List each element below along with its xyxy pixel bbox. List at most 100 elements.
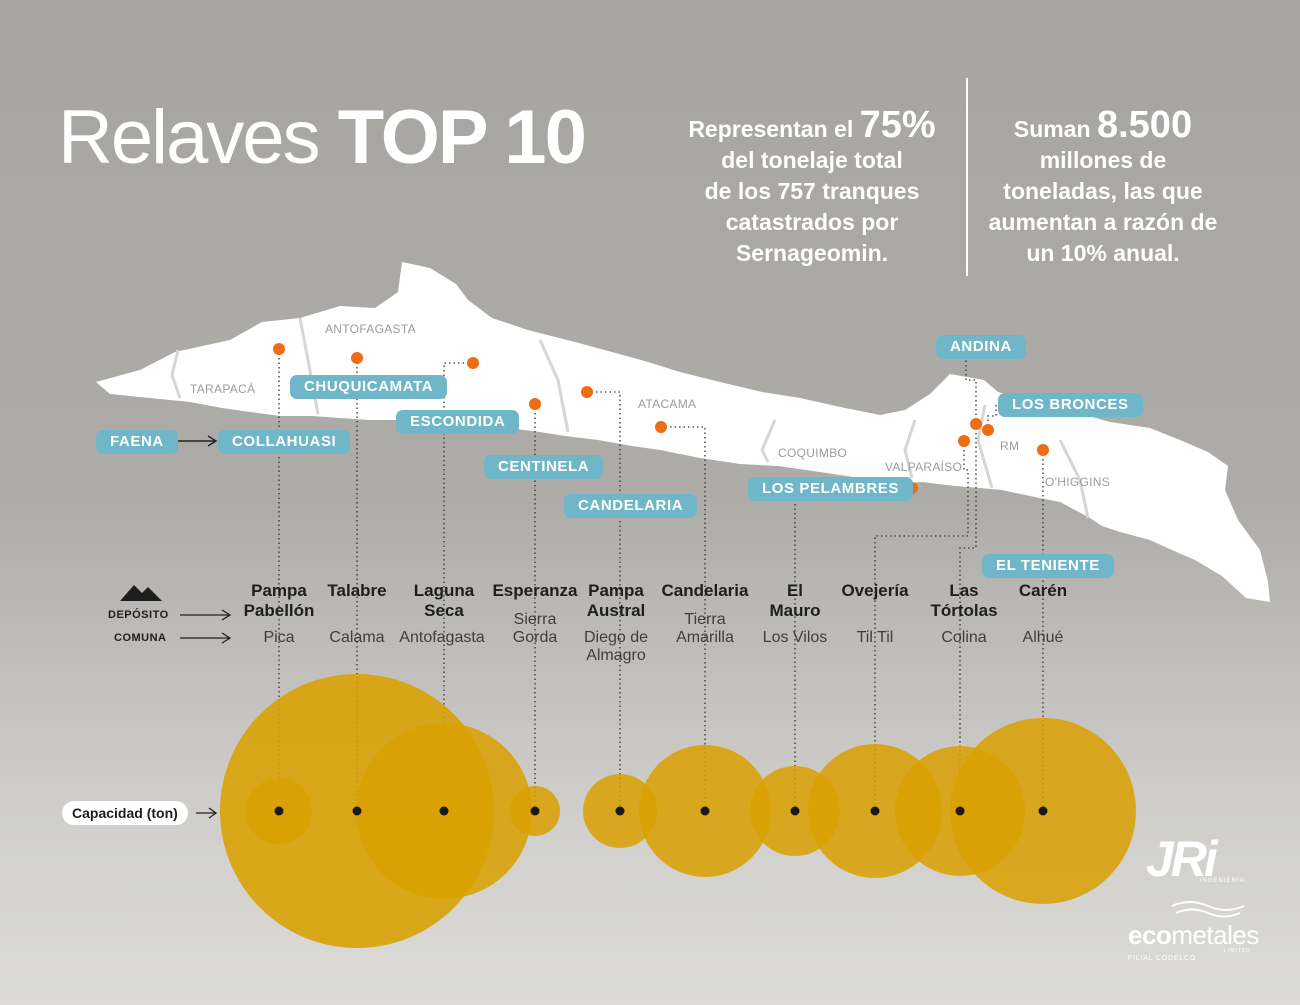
comuna-1-line-1: Pica	[263, 629, 295, 646]
dot-4	[530, 806, 540, 816]
comuna-6: Tierra Amarilla	[650, 611, 760, 647]
marker-talabre	[351, 352, 363, 364]
marker-el-teniente	[1037, 444, 1049, 456]
dot-6	[700, 806, 710, 816]
mine-label-faena: FAENA	[96, 430, 178, 454]
mine-markers	[273, 343, 1049, 494]
stat-right-line-4: aumentan a razón de	[988, 209, 1218, 235]
region-ohiggins: O'HIGGINS	[1045, 475, 1110, 489]
deposit-name-4-line-1: Esperanza	[492, 581, 578, 600]
dot-5	[615, 806, 625, 816]
deposit-name-2-line-1: Talabre	[327, 581, 387, 600]
region-coquimbo: COQUIMBO	[778, 446, 848, 460]
border-3	[538, 339, 570, 433]
ecometales-logo-footer: FILIAL CODELCO	[1128, 955, 1197, 962]
stat-left-line-1a: Representan el	[688, 116, 854, 142]
stat-right-highlight: 8.500	[1096, 104, 1193, 146]
marker-andina	[970, 418, 982, 430]
comuna-4: Sierra Gorda	[480, 611, 590, 647]
ecometales-wave-icon	[1171, 901, 1245, 918]
deposit-name-3-line-1: Laguna	[413, 581, 475, 600]
comuna-9: Colina	[909, 629, 1019, 647]
comuna-6-line-2: Amarilla	[676, 629, 734, 646]
border-1	[170, 349, 182, 399]
stat-left-line-5: Sernageomin.	[735, 240, 889, 266]
deposit-name-1-line-2: Pabellón	[243, 601, 315, 620]
comuna-8: Til Til	[820, 629, 930, 647]
mine-label-andina: ANDINA	[936, 335, 1026, 359]
deposit-name-7: El Mauro	[740, 581, 850, 621]
connector-6	[661, 426, 706, 811]
legend-capacidad: Capacidad (ton)	[62, 801, 188, 825]
region-rm: RM	[1000, 439, 1020, 453]
deposit-name-5-line-1: Pampa	[588, 581, 644, 600]
mine-label-escondida: ESCONDIDA	[396, 410, 520, 434]
region-antofagasta: ANTOFAGASTA	[325, 322, 416, 336]
deposit-name-7-line-2: Mauro	[769, 601, 821, 620]
connector-3	[443, 362, 473, 811]
deposit-name-10: Carén	[988, 581, 1098, 601]
border-7	[1058, 439, 1090, 519]
arrow-capacidad	[196, 807, 218, 819]
border-6	[976, 404, 994, 489]
marker-ovejeria	[958, 435, 970, 447]
dot-9	[955, 806, 965, 816]
stat-left-line-3: de los 757 tranques	[704, 178, 920, 204]
deposit-name-2: Talabre	[302, 581, 412, 601]
stat-right-line-2: millones de	[1039, 147, 1167, 173]
comuna-2: Calama	[302, 629, 412, 647]
comuna-4-line-2: Gorda	[512, 629, 558, 646]
connector-lines	[278, 349, 1044, 811]
capacity-center-dots	[274, 806, 1048, 816]
arrow-comuna	[180, 632, 232, 644]
page-title: Relaves TOP 10	[58, 100, 587, 176]
title-part-2: TOP 10	[337, 95, 587, 180]
region-tarapaca: TARAPACÁ	[190, 382, 256, 396]
deposit-name-9-line-2: Tórtolas	[930, 601, 998, 620]
stat-left-highlight: 75%	[859, 104, 936, 146]
border-5	[903, 419, 917, 479]
dot-2	[352, 806, 362, 816]
dot-8	[870, 806, 880, 816]
ecometales-logo-part-2: metales	[1171, 920, 1259, 950]
stat-tonnage: Suman 8.500 millones de toneladas, las q…	[968, 106, 1238, 269]
connector-11	[959, 424, 977, 811]
deposit-name-10-line-1: Carén	[1018, 581, 1068, 600]
stat-divider	[966, 78, 968, 276]
comuna-6-line-1: Tierra	[684, 611, 726, 628]
chile-map-shape	[96, 262, 1270, 602]
stat-percentage: Representan el 75% del tonelaje total de…	[652, 106, 972, 269]
comuna-5: Diego de Almagro	[561, 629, 671, 665]
comuna-7-line-1: Los Vilos	[762, 629, 828, 646]
deposit-name-6: Candelaria	[650, 581, 760, 601]
dot-3	[439, 806, 449, 816]
deposit-name-5: Pampa Austral	[561, 581, 671, 621]
deposit-name-1: Pampa Pabellón	[224, 581, 334, 621]
comuna-7: Los Vilos	[740, 629, 850, 647]
legend-comuna: COMUNA	[114, 632, 167, 644]
deposit-name-6-line-1: Candelaria	[661, 581, 749, 600]
connector-10	[987, 404, 997, 430]
border-4	[760, 419, 777, 463]
deposit-name-3: Laguna Seca	[389, 581, 499, 621]
deposit-name-8: Ovejería	[820, 581, 930, 601]
region-valparaiso: VALPARAÍSO	[885, 460, 963, 474]
comuna-3-line-1: Antofagasta	[399, 629, 485, 646]
legend-arrows	[180, 609, 232, 819]
deposit-name-9: Las Tórtolas	[909, 581, 1019, 621]
dot-10	[1038, 806, 1048, 816]
marker-candelaria	[655, 421, 667, 433]
dot-1	[274, 806, 284, 816]
jri-logo-subtitle: INGENIERIA	[1200, 878, 1245, 884]
marker-esperanza	[529, 398, 541, 410]
stat-left-line-2: del tonelaje total	[721, 147, 903, 173]
arrow-deposito	[180, 609, 232, 621]
deposit-name-4: Esperanza	[480, 581, 590, 601]
deposit-name-3-line-2: Seca	[424, 601, 464, 620]
comuna-9-line-1: Colina	[941, 629, 987, 646]
mine-label-chuquicamata: CHUQUICAMATA	[290, 375, 448, 399]
comuna-5-line-2: Almagro	[586, 647, 646, 664]
comuna-10-line-1: Alhué	[1022, 629, 1064, 646]
legend-deposito: DEPÓSITO	[108, 609, 169, 621]
